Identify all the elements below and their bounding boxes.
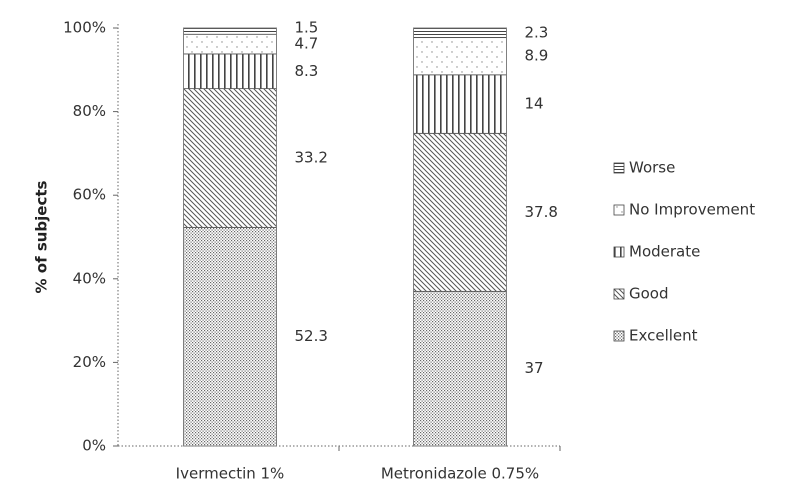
data-label: 52.3 [295, 327, 328, 345]
legend-label: Worse [629, 159, 675, 177]
x-tick-label: Ivermectin 1% [176, 465, 285, 483]
bar-outline [413, 27, 507, 447]
legend-label: No Improvement [629, 201, 755, 219]
y-axis-label: % of subjects [33, 180, 51, 293]
x-tick-label: Metronidazole 0.75% [381, 465, 539, 483]
y-tick-label: 0% [82, 437, 106, 455]
data-label: 1.5 [295, 19, 319, 37]
legend-swatch [613, 330, 625, 342]
y-tick-label: 20% [73, 353, 106, 371]
bar-segment [413, 27, 507, 39]
data-label: 8.9 [525, 47, 549, 65]
bar-segment [183, 53, 277, 90]
bar-segment [183, 226, 277, 447]
y-tick-label: 100% [63, 19, 106, 37]
data-label: 14 [525, 95, 544, 113]
y-tick-label: 80% [73, 102, 106, 120]
legend-swatch [613, 288, 625, 300]
legend-label: Good [629, 285, 669, 303]
legend-swatch [613, 162, 625, 174]
data-label: 4.7 [295, 35, 319, 53]
bar-outline [183, 27, 277, 447]
data-label: 8.3 [295, 62, 319, 80]
y-tick-label: 40% [73, 269, 106, 287]
bar-segment [413, 37, 507, 76]
bar-segment [183, 88, 277, 228]
y-tick-label: 60% [73, 186, 106, 204]
bar-segment [183, 27, 277, 35]
bar-segment [413, 132, 507, 292]
data-label: 37.8 [525, 203, 558, 221]
legend-label: Excellent [629, 327, 698, 345]
data-label: 33.2 [295, 148, 328, 166]
data-label: 37 [525, 359, 544, 377]
legend-swatch [613, 246, 625, 258]
bar-segment [413, 290, 507, 447]
legend-label: Moderate [629, 243, 700, 261]
bar-segment [183, 33, 277, 55]
data-label: 2.3 [525, 23, 549, 41]
bar-segment [413, 74, 507, 134]
legend-swatch [613, 204, 625, 216]
